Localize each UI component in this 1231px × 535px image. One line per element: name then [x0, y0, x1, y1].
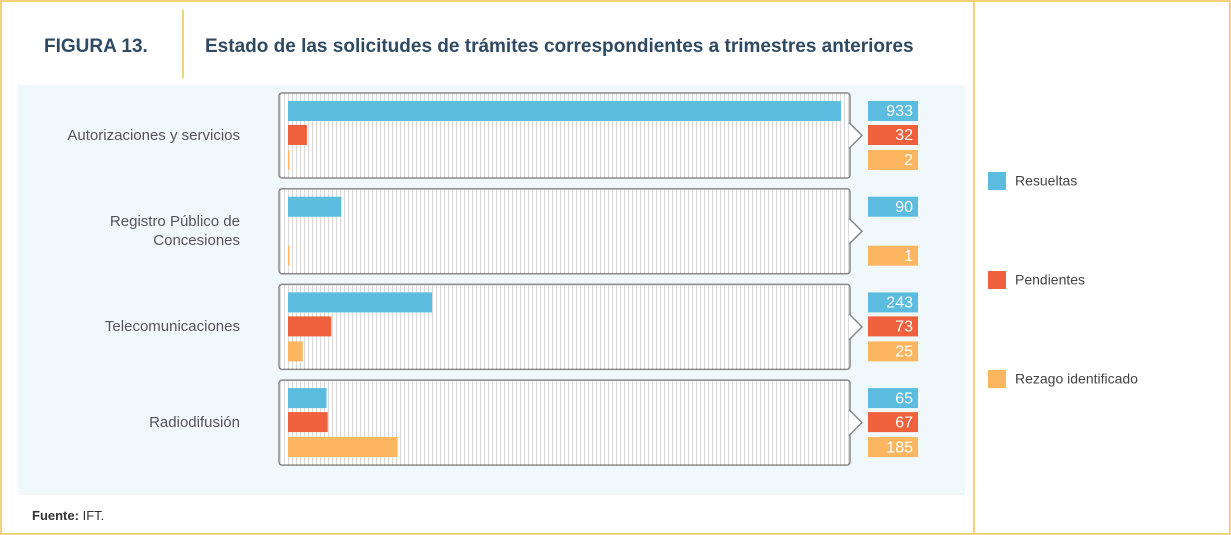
value-label: 243: [886, 295, 913, 312]
value-label: 67: [895, 414, 913, 431]
value-label: 32: [895, 127, 913, 144]
value-label-box: [868, 412, 918, 433]
category-label: Radiodifusión: [149, 414, 240, 432]
legend-label: Pendientes: [1015, 272, 1085, 288]
bar: [288, 388, 327, 409]
value-label: 25: [895, 344, 913, 361]
value-label: 933: [886, 103, 913, 120]
bar: [288, 437, 398, 458]
value-label-box: [868, 196, 918, 217]
value-label-box: [868, 388, 918, 409]
value-label-box: [868, 101, 918, 121]
value-label: 73: [895, 319, 913, 336]
category-label: Registro Público de Concesiones: [109, 213, 240, 250]
legend-swatch: [988, 172, 1006, 190]
bar: [288, 412, 328, 433]
value-label-box: [868, 292, 918, 313]
value-label-box: [868, 245, 918, 266]
legend-swatch: [988, 271, 1006, 289]
legend-label: Resueltas: [1015, 173, 1077, 189]
bar: [288, 101, 841, 121]
value-label: 65: [895, 390, 913, 407]
value-label-box: [868, 316, 918, 337]
value-label-box: [868, 150, 918, 170]
value-label: 2: [904, 152, 913, 169]
value-label-box: [868, 437, 918, 458]
source: Fuente: IFT.: [32, 508, 104, 523]
bar: [288, 150, 290, 170]
chevron: [848, 217, 864, 245]
value-label: 90: [895, 199, 913, 216]
bar: [288, 245, 290, 266]
value-label-box: [868, 341, 918, 362]
bar: [288, 196, 342, 217]
chevron: [848, 313, 864, 341]
value-label: 185: [886, 439, 913, 456]
legend-swatch: [988, 370, 1006, 388]
figure-label: FIGURA 13.: [44, 36, 148, 57]
value-label: 1: [904, 248, 913, 265]
category-label: Autorizaciones y servicios: [67, 127, 240, 144]
source-text: IFT.: [83, 508, 105, 523]
bar: [288, 125, 307, 145]
category-label: Telecomunicaciones: [104, 318, 240, 336]
group-box: [278, 187, 851, 275]
chart-title: Estado de las solicitudes de trámites co…: [205, 36, 914, 57]
chevron: [848, 121, 864, 150]
bar: [288, 292, 433, 313]
value-label-box: [868, 125, 918, 145]
bar: [288, 341, 303, 362]
source-label: Fuente:: [32, 508, 79, 523]
bar: [288, 316, 332, 337]
legend-label: Rezago identificado: [1015, 371, 1138, 387]
chevron: [848, 409, 864, 437]
